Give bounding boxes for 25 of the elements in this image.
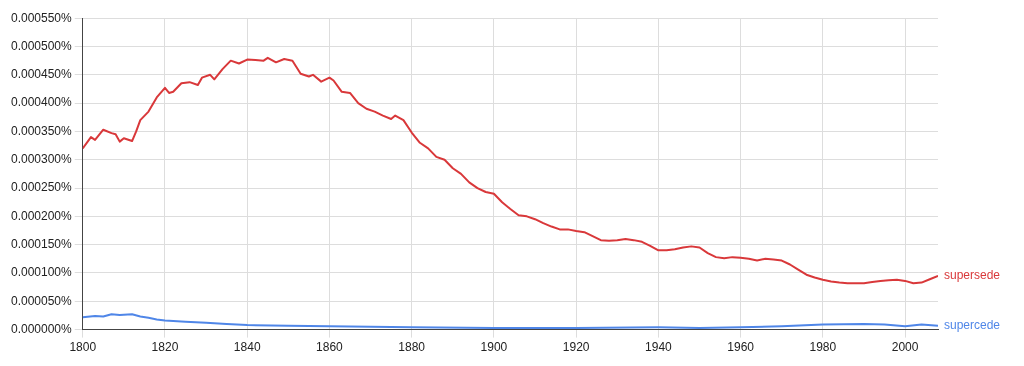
y-tick-label: 0.000150% [10, 236, 73, 251]
y-tick-label: 0.000200% [10, 208, 73, 223]
y-tick-label: 0.000300% [10, 152, 73, 167]
x-tick-label: 1800 [69, 340, 97, 355]
y-tick-label: 0.000500% [10, 38, 73, 53]
y-tick-label: 0.000250% [10, 180, 73, 195]
y-tick-label: 0.000000% [10, 321, 73, 336]
y-tick-label: 0.000450% [10, 67, 73, 82]
y-tick-label: 0.000550% [10, 10, 73, 25]
x-tick-label: 1880 [398, 340, 426, 355]
y-tick-label: 0.000100% [10, 265, 73, 280]
y-tick-label: 0.000050% [10, 293, 73, 308]
x-tick-label: 1820 [151, 340, 179, 355]
x-tick-label: 1940 [645, 340, 673, 355]
y-tick-label: 0.000400% [10, 95, 73, 110]
x-tick-label: 1900 [480, 340, 508, 355]
y-tick-label: 0.000350% [10, 123, 73, 138]
series-label: supersede [944, 268, 1001, 283]
x-tick-label: 1980 [809, 340, 837, 355]
x-tick-label: 1840 [233, 340, 261, 355]
series-label: supercede [944, 317, 1001, 332]
x-tick-label: 2000 [891, 340, 919, 355]
x-tick-label: 1960 [727, 340, 755, 355]
x-tick-label: 1920 [562, 340, 590, 355]
x-tick-label: 1860 [316, 340, 344, 355]
